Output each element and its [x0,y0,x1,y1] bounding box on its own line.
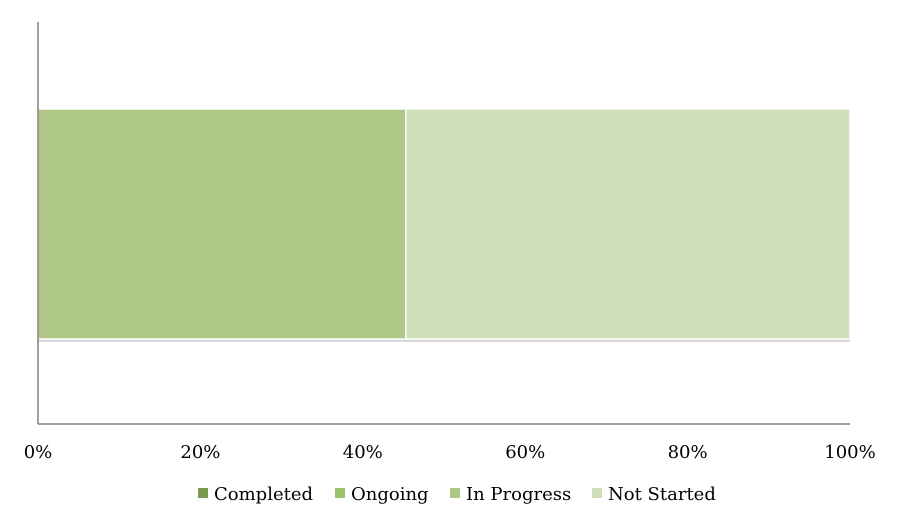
legend-swatch [335,488,345,498]
legend-swatch [592,488,602,498]
x-tick-labels: 0% 20% 40% 60% 80% 100% [24,442,876,463]
legend-swatch [450,488,460,498]
bar-shadow [38,339,850,342]
axes-layer [37,22,850,425]
legend-item-not-started: Not Started [592,484,716,505]
x-tick-label: 40% [343,442,383,463]
x-tick-label: 100% [824,442,875,463]
legend-label: Ongoing [351,484,429,505]
legend-item-ongoing: Ongoing [335,484,429,505]
legend-swatch [198,488,208,498]
x-tick-label: 0% [24,442,53,463]
legend: Completed Ongoing In Progress Not Started [198,484,716,505]
x-tick-label: 20% [180,442,220,463]
legend-item-in-progress: In Progress [450,484,571,505]
legend-label: In Progress [466,484,571,505]
x-tick-label: 80% [668,442,708,463]
legend-label: Not Started [608,484,716,505]
bar-segment-in-progress [37,108,407,340]
legend-label: Completed [214,484,313,505]
bars-layer [37,108,851,342]
bar-segment-not-started [405,108,851,340]
x-tick-label: 60% [505,442,545,463]
legend-item-completed: Completed [198,484,313,505]
